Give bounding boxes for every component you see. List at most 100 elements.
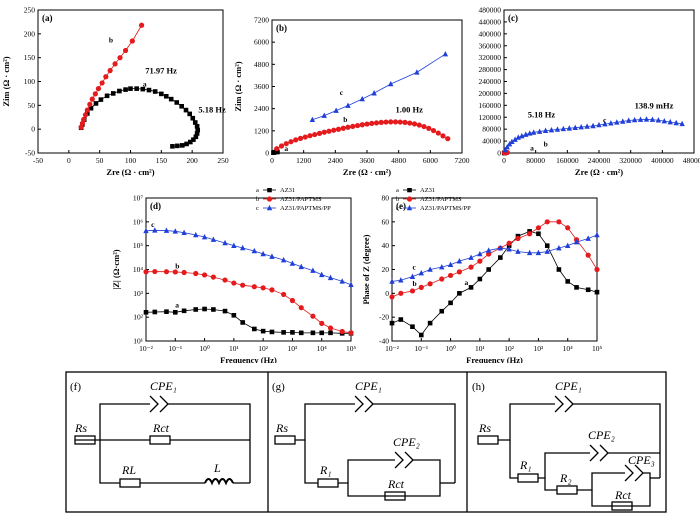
panel-label: (e) (396, 201, 406, 211)
annotation: 1.00 Hz (396, 104, 424, 114)
circuit-f-rs: Rs (74, 421, 87, 435)
data-point (231, 242, 237, 248)
data-point (620, 118, 626, 124)
data-point (298, 330, 304, 336)
annotation: c (412, 263, 416, 272)
annotation: b (109, 35, 113, 44)
x-tick-label: 10⁻¹ (414, 344, 428, 353)
y-tick-label: 10⁴ (133, 265, 144, 274)
data-point (339, 328, 345, 335)
data-point (515, 235, 521, 242)
chart-c: 0 80000 160000 240000 320000 400000 480000 0 400… (479, 6, 700, 178)
data-point (98, 97, 104, 102)
data-point (373, 120, 380, 126)
data-point (163, 227, 170, 233)
data-point (152, 89, 158, 94)
x-tick-label: 80000 (526, 156, 545, 165)
y-tick-label: 40 (382, 241, 390, 250)
data-point (122, 47, 129, 54)
y-tick-label: -20 (379, 313, 389, 322)
data-point (556, 219, 562, 225)
chart-d: 10⁻² 10⁻¹ 10⁰ 10¹ 10² 10³ 10⁴ 10⁵ 10¹ 10² 10³ 10⁴ 10… (111, 188, 357, 363)
x-tick-label: 3600 (360, 156, 375, 165)
annotation: a (284, 144, 288, 153)
circuit-h-rct: Rct (614, 488, 632, 502)
data-point (316, 130, 323, 136)
series-az31-paptms (143, 268, 354, 336)
data-point (468, 264, 474, 270)
data-point (95, 86, 102, 92)
y-tick-label: -40 (379, 337, 389, 346)
data-point (193, 134, 199, 140)
y-tick-label: 50 (28, 101, 36, 110)
annotation: 71.97 Hz (145, 65, 177, 75)
data-point (679, 120, 685, 127)
legend-marker (266, 196, 273, 202)
data-point (181, 229, 187, 235)
legend-marker (406, 196, 413, 202)
y-tick-label: 200000 (479, 89, 502, 98)
data-point (143, 269, 149, 275)
x-tick-label: 10² (258, 344, 269, 353)
legend-key: a (256, 188, 259, 194)
plot-frame (503, 9, 695, 154)
data-point (293, 137, 299, 143)
annotation: c (151, 220, 155, 229)
data-point (281, 291, 287, 298)
data-point (409, 273, 416, 279)
data-point (222, 239, 228, 246)
data-point (398, 317, 404, 322)
annotation: a (175, 301, 179, 310)
data-point (661, 118, 668, 124)
data-point (231, 280, 237, 286)
x-tick-label: 10¹ (229, 344, 239, 353)
circuit-f-l: L (213, 461, 221, 475)
x-tick-label: 7200 (455, 156, 470, 165)
data-point (411, 121, 418, 127)
data-point (327, 274, 334, 281)
data-point (536, 231, 541, 237)
y-tick-label: 10¹ (133, 337, 143, 346)
y-tick-label: 320000 (479, 53, 502, 62)
data-point (565, 225, 571, 231)
data-point (274, 146, 280, 152)
data-point (448, 300, 453, 306)
data-point (240, 282, 246, 288)
data-point (519, 132, 525, 139)
data-point (536, 128, 543, 134)
legend-key: b (256, 196, 259, 203)
data-point (447, 261, 454, 268)
circuit-g-r1: R₁ (319, 463, 332, 477)
data-point (260, 285, 266, 291)
x-tick-label: 10⁵ (346, 344, 357, 353)
data-point (139, 22, 145, 28)
legend-label: AZ31/PAPTMS/PP (280, 205, 331, 212)
data-point (655, 117, 662, 123)
data-point (99, 80, 105, 86)
circuit-h-rs: Rs (478, 421, 491, 435)
data-point (88, 105, 94, 111)
circuit-h-cpe1: CPE₁ (555, 379, 582, 393)
data-point (554, 126, 561, 132)
data-point (468, 285, 474, 290)
circuit-h-r1: R₁ (519, 458, 532, 472)
x-axis-label: Frequency (Hz) (220, 355, 277, 363)
panel-g-label: (g) (272, 381, 285, 393)
y-tick-label: 100 (24, 77, 36, 86)
data-point (542, 127, 549, 133)
data-point (269, 329, 275, 335)
y-tick-label: 360000 (479, 41, 502, 50)
annotation: a (530, 144, 534, 153)
annotation: a (465, 278, 469, 287)
data-point (427, 266, 433, 272)
data-point (572, 124, 578, 130)
data-point (117, 55, 123, 61)
annotation: 5.18 Hz (528, 109, 556, 119)
data-point (418, 332, 424, 338)
data-point (585, 287, 591, 293)
x-tick-label: 150 (156, 156, 168, 165)
data-point (187, 111, 192, 117)
data-point (339, 278, 345, 284)
data-point (240, 320, 245, 325)
x-axis-label: Zre (Ω · cm²) (575, 167, 623, 177)
